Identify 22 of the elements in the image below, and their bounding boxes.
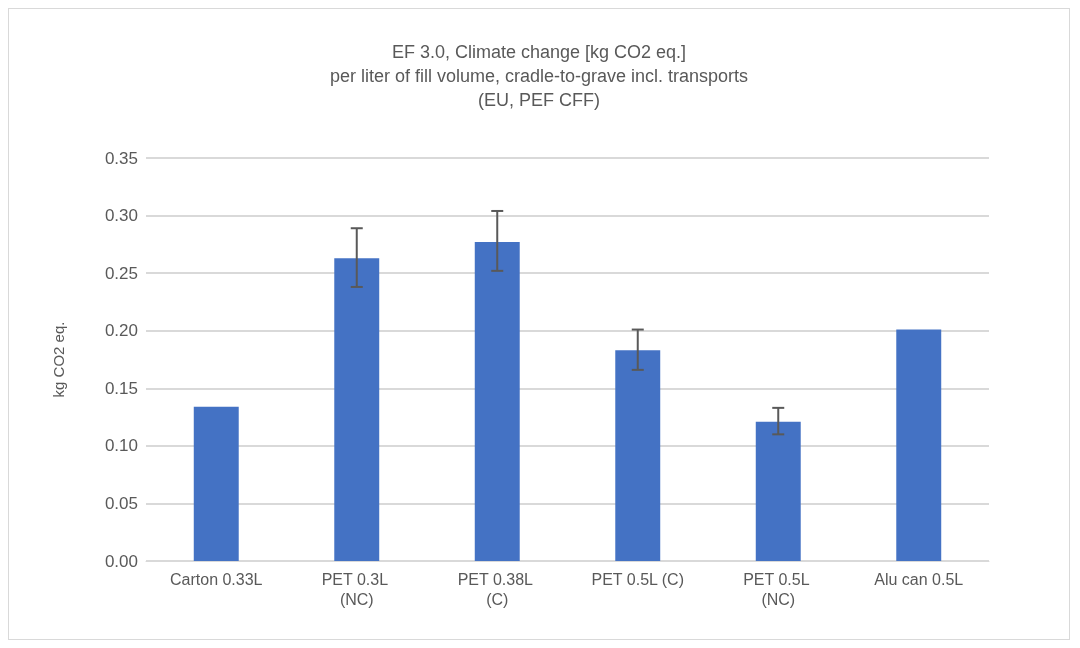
x-tick-label: PET 0.5L (NC) bbox=[743, 570, 814, 608]
y-tick-label: 0.15 bbox=[104, 378, 138, 398]
bar bbox=[755, 421, 801, 561]
bar bbox=[896, 329, 942, 561]
y-tick-label: 0.20 bbox=[104, 321, 138, 341]
chart-title: EF 3.0, Climate change [kg CO2 eq.] per liter of fill volume, cradle-to-grave incl. transports (EU, PEF CFF) bbox=[329, 42, 749, 110]
x-tick-label: PET 0.38L (C) bbox=[457, 570, 537, 608]
y-tick-label: 0.30 bbox=[104, 206, 138, 226]
y-tick-label: 0.25 bbox=[104, 263, 138, 283]
bar bbox=[474, 242, 520, 561]
bar bbox=[193, 406, 239, 561]
y-axis-title: kg CO2 eq. bbox=[50, 321, 67, 398]
bar bbox=[334, 258, 380, 561]
y-tick-label: 0.10 bbox=[104, 436, 138, 456]
x-tick-label: PET 0.5L (C) bbox=[591, 570, 684, 588]
y-tick-label: 0.35 bbox=[104, 148, 138, 168]
x-tick-label: Carton 0.33L bbox=[169, 570, 263, 588]
y-tick-label: 0.05 bbox=[104, 493, 138, 513]
x-tick-label: PET 0.3L (NC) bbox=[321, 570, 392, 608]
y-tick-label: 0.00 bbox=[104, 551, 138, 571]
bar bbox=[615, 350, 661, 561]
x-tick-label: Alu can 0.5L bbox=[874, 570, 964, 588]
